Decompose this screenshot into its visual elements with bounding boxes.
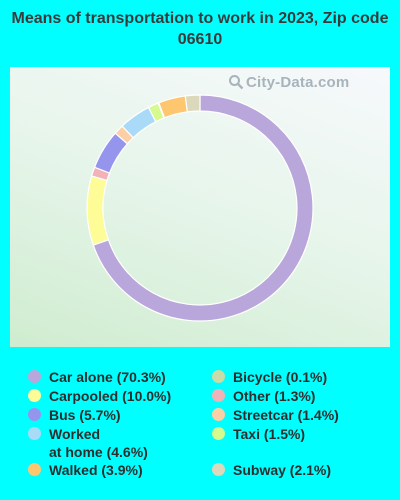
chart-panel bbox=[10, 67, 390, 347]
magnifier-icon bbox=[228, 74, 244, 94]
watermark-text: City-Data.com bbox=[246, 74, 350, 91]
slice-subway bbox=[184, 94, 201, 113]
slice-walked bbox=[157, 95, 189, 119]
watermark: City-Data.com bbox=[228, 74, 349, 94]
slice-carpooled bbox=[86, 175, 110, 246]
chart-title: Means of transportation to work in 2023,… bbox=[11, 10, 389, 48]
